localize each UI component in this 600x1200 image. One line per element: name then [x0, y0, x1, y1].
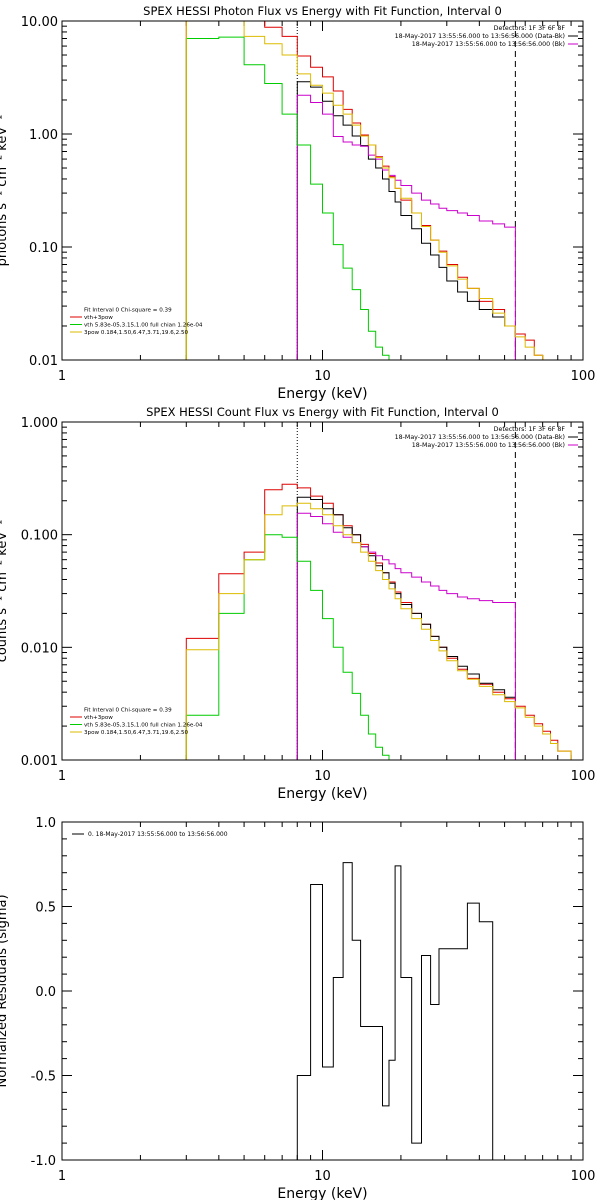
chart-title: SPEX HESSI Count Flux vs Energy with Fit…: [146, 405, 499, 419]
series-line-4: [185, 534, 390, 760]
x-tick-label: 100: [571, 369, 596, 384]
series-line-5: [185, 21, 551, 360]
chart-title: SPEX HESSI Photon Flux vs Energy with Fi…: [143, 4, 502, 18]
plot-frame: [61, 20, 584, 361]
y-tick-label: 1.00: [29, 128, 58, 143]
legend-top-right-entry: 18-May-2017 13:55:56.000 to 13:56:56.000…: [412, 41, 565, 48]
x-tick-label: 10: [314, 369, 331, 384]
x-tick-label: 10: [314, 769, 331, 784]
x-tick-label: 1: [58, 769, 66, 784]
y-tick-label: -1.0: [31, 1154, 56, 1169]
plot-area: [185, 21, 551, 360]
legend-top-right-entry: 18-May-2017 13:55:56.000 to 13:56:56.000…: [412, 442, 565, 449]
x-tick-label: 1: [58, 369, 66, 384]
x-tick-label: 1: [58, 1169, 66, 1184]
legend-bottom-left-entry: vth+3pow: [84, 715, 113, 721]
x-tick-label: 100: [571, 769, 596, 784]
chart-panel-2: SPEX HESSI Count Flux vs Energy with Fit…: [0, 405, 595, 802]
legend-top-right-entry: Detectors: 1F 3F 6F 8F: [494, 25, 566, 32]
plot-area: [185, 422, 583, 760]
legend-top-right-entry: 18-May-2017 13:55:56.000 to 13:56:56.000…: [395, 434, 565, 441]
y-tick-label: 0.0: [35, 985, 56, 1000]
plot-frame: [61, 821, 584, 1161]
y-axis-label: counts s⁻¹ cm⁻² keV⁻¹: [0, 520, 10, 663]
legend-bottom-left-entry: 3pow 0.184,1.50,6.47,3.71,19.6,2.50: [84, 730, 189, 736]
y-tick-label: 0.100: [21, 529, 58, 544]
x-axis-label: Energy (keV): [277, 786, 367, 802]
legend-bottom-left-entry: Fit Interval 0 Chi-square = 0.39: [84, 708, 172, 714]
series-line-1: [185, 483, 583, 760]
y-tick-label: 0.10: [29, 241, 58, 256]
chart-panel-1: SPEX HESSI Photon Flux vs Energy with Fi…: [0, 4, 595, 402]
legend-bottom-left-entry: vth 5.83e-05,3.15,1.00 full chian 1.26e-…: [84, 723, 203, 729]
plot-frame: [61, 421, 584, 761]
y-tick-label: 1.0: [35, 816, 56, 831]
y-axis-label: photons s⁻¹ cm⁻² keV⁻¹: [0, 115, 10, 267]
x-axis-label: Energy (keV): [277, 386, 367, 402]
series-line-2: [296, 81, 516, 360]
legend-bottom-left-entry: Fit Interval 0 Chi-square = 0.39: [84, 308, 172, 314]
y-tick-label: 0.010: [21, 641, 58, 656]
series-line-5: [185, 502, 583, 760]
x-tick-label: 10: [314, 1169, 331, 1184]
y-tick-label: 10.00: [21, 15, 58, 30]
legend-bottom-left-entry: vth 5.83e-05,3.15,1.00 full chian 1.26e-…: [84, 323, 203, 329]
x-axis-label: Energy (keV): [277, 1186, 367, 1200]
series-line-3: [296, 512, 516, 760]
y-axis-label: Normalized Residuals (sigma): [0, 894, 10, 1087]
legend-top-left-entry: 0. 18-May-2017 13:55:56.000 to 13:56:56.…: [88, 831, 228, 838]
y-tick-label: 1.000: [21, 416, 58, 431]
series-line-4: [185, 36, 390, 360]
y-tick-label: 0.001: [21, 754, 58, 769]
y-tick-label: 0.5: [35, 901, 56, 916]
series-line-1: [296, 862, 516, 1160]
series-line-3: [296, 94, 516, 360]
plot-area: [296, 862, 516, 1160]
legend-top-right-entry: Detectors: 1F 3F 6F 8F: [494, 426, 566, 433]
y-tick-label: 0.01: [29, 354, 58, 369]
y-tick-label: -0.5: [31, 1070, 56, 1085]
x-tick-label: 100: [571, 1169, 596, 1184]
legend-bottom-left-entry: vth+3pow: [84, 315, 113, 321]
legend-bottom-left-entry: 3pow 0.184,1.50,6.47,3.71,19.6,2.50: [84, 330, 189, 336]
series-line-2: [296, 496, 516, 760]
legend-top-right-entry: 18-May-2017 13:55:56.000 to 13:56:56.000…: [395, 33, 565, 40]
chart-panel-3: 1 10 100 1.0 0.5 0.0 -0.5 -1.0 Energy (keV) Norma…: [0, 816, 595, 1200]
